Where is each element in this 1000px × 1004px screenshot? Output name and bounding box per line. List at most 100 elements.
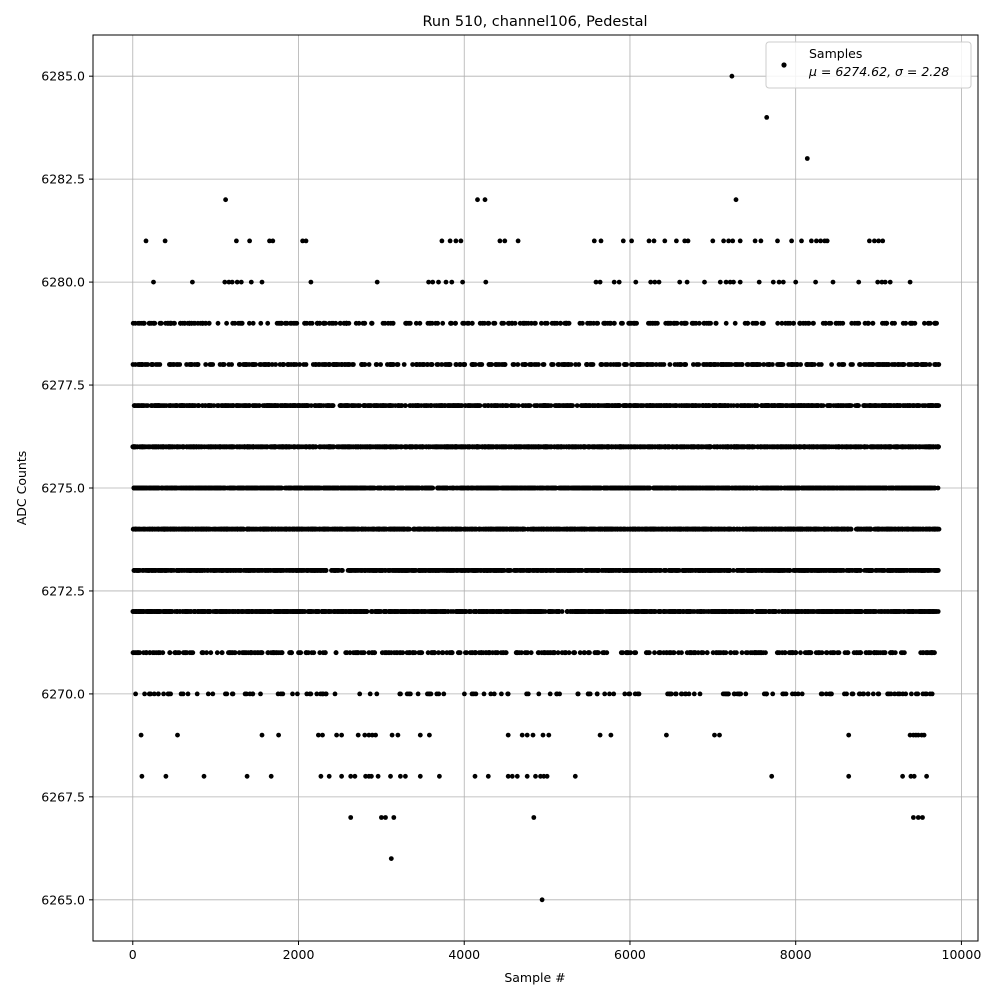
data-point	[822, 486, 827, 491]
data-point	[486, 486, 491, 491]
data-point	[235, 527, 240, 532]
data-point	[260, 486, 265, 491]
data-point	[131, 527, 136, 532]
data-point	[442, 444, 447, 449]
data-point	[313, 527, 318, 532]
data-point	[808, 527, 813, 532]
data-point	[255, 527, 260, 532]
data-point	[356, 486, 361, 491]
data-point	[497, 444, 502, 449]
data-point	[313, 486, 318, 491]
data-point	[886, 444, 891, 449]
data-point	[919, 486, 924, 491]
data-point	[292, 444, 297, 449]
data-point	[606, 444, 611, 449]
data-point	[936, 527, 941, 532]
data-point	[154, 486, 159, 491]
data-point	[277, 444, 282, 449]
data-point	[140, 444, 145, 449]
data-point	[720, 444, 725, 449]
data-point	[577, 444, 582, 449]
data-point	[393, 444, 398, 449]
data-point	[325, 486, 330, 491]
data-point	[725, 486, 730, 491]
data-point	[496, 527, 501, 532]
data-point	[133, 444, 138, 449]
data-point	[298, 527, 303, 532]
data-point	[424, 444, 429, 449]
data-point	[401, 527, 406, 532]
data-point	[227, 527, 232, 532]
data-point	[906, 527, 911, 532]
data-point	[293, 486, 298, 491]
data-point	[526, 486, 531, 491]
data-point	[445, 486, 450, 491]
data-point	[266, 527, 271, 532]
data-point	[740, 444, 745, 449]
data-point	[368, 486, 373, 491]
data-point	[732, 527, 737, 532]
data-point	[618, 444, 623, 449]
data-point	[659, 527, 664, 532]
data-point	[436, 527, 441, 532]
data-point	[745, 527, 750, 532]
data-point	[783, 527, 788, 532]
data-point	[212, 527, 217, 532]
data-point	[593, 486, 598, 491]
data-point	[799, 527, 804, 532]
data-point	[856, 444, 861, 449]
data-point	[292, 527, 297, 532]
data-point	[706, 444, 711, 449]
data-point	[174, 486, 179, 491]
data-point	[135, 486, 140, 491]
data-point	[864, 527, 869, 532]
data-point	[912, 527, 917, 532]
data-point	[813, 527, 818, 532]
data-point	[855, 486, 860, 491]
data-point	[201, 486, 206, 491]
data-point	[691, 444, 696, 449]
data-point	[277, 486, 282, 491]
data-point	[559, 444, 564, 449]
data-point	[588, 486, 593, 491]
data-point	[726, 527, 731, 532]
data-point	[579, 486, 584, 491]
data-point	[829, 527, 834, 532]
data-point	[547, 444, 552, 449]
data-point	[869, 444, 874, 449]
data-point	[430, 527, 435, 532]
data-point	[273, 527, 278, 532]
data-point	[474, 486, 479, 491]
data-point	[918, 444, 923, 449]
data-point	[678, 486, 683, 491]
data-point	[350, 486, 355, 491]
data-point	[247, 527, 252, 532]
data-point	[693, 486, 698, 491]
data-point	[359, 527, 364, 532]
data-point	[554, 444, 559, 449]
data-point	[340, 444, 345, 449]
data-point	[602, 486, 607, 491]
data-point	[519, 486, 524, 491]
data-point	[172, 444, 177, 449]
data-point	[377, 527, 382, 532]
data-point	[916, 527, 921, 532]
data-point	[650, 444, 655, 449]
data-point	[356, 444, 361, 449]
data-point	[733, 486, 738, 491]
data-point	[900, 444, 905, 449]
data-point	[443, 527, 448, 532]
data-point	[721, 486, 726, 491]
data-point	[655, 486, 660, 491]
data-point	[220, 527, 225, 532]
data-point	[334, 527, 339, 532]
data-point	[833, 444, 838, 449]
data-point	[932, 486, 937, 491]
data-point	[434, 444, 439, 449]
data-point	[498, 486, 503, 491]
data-point	[322, 444, 327, 449]
data-point	[328, 444, 333, 449]
data-point	[563, 486, 568, 491]
data-point	[754, 486, 759, 491]
